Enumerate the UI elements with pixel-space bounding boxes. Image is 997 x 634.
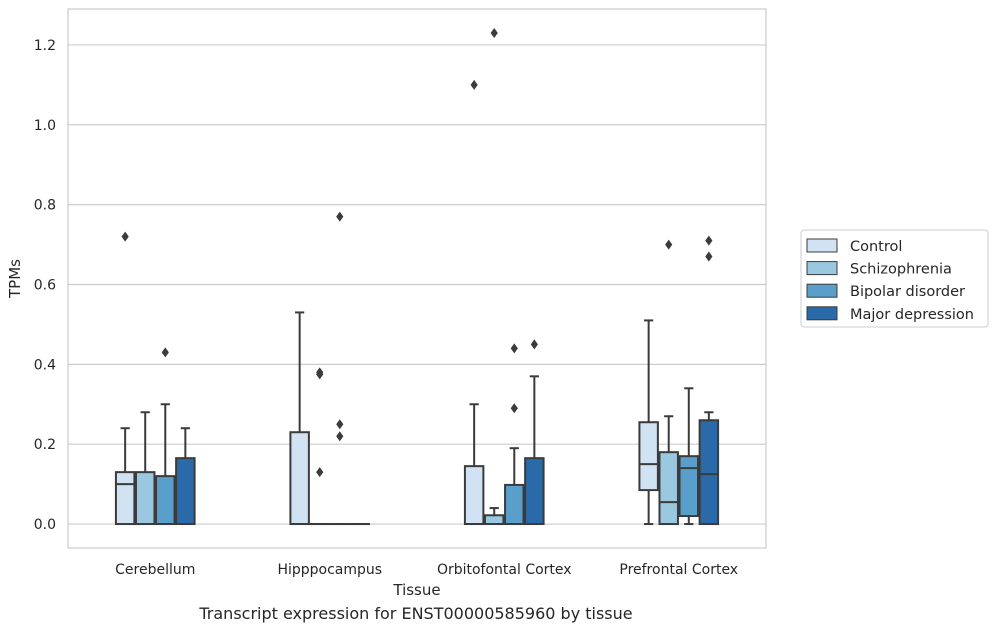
box-body [504, 483, 525, 526]
plot-frame [67, 8, 767, 549]
outlier-point [336, 431, 344, 442]
legend-swatch [806, 306, 838, 321]
box-body [698, 419, 720, 526]
gridlines [68, 44, 766, 525]
legend-swatch [806, 261, 838, 276]
outlier-point [336, 419, 344, 430]
box-body [463, 465, 485, 526]
y-tick-label: 1.0 [34, 118, 56, 134]
outlier-point [530, 339, 538, 350]
box-body [289, 431, 310, 526]
box-major-depression [175, 427, 196, 526]
box-control [114, 231, 136, 526]
box-body [155, 475, 176, 526]
outlier-point [665, 239, 673, 250]
box-control [638, 319, 659, 526]
outlier-point [316, 369, 324, 380]
outlier-point [510, 403, 518, 414]
x-tick-labels: Cerebellum Hipppocampus Orbitofontal Corte… [115, 562, 738, 578]
x-tick-label: Hipppocampus [277, 562, 382, 578]
legend-label: Control [850, 239, 902, 255]
outlier-point [336, 211, 344, 222]
box-schizophrenia [309, 367, 330, 526]
box-body [658, 451, 679, 526]
box-body [638, 421, 659, 492]
box-major-depression [524, 339, 545, 526]
outlier-point [705, 251, 713, 262]
box-major-depression [698, 235, 720, 526]
x-tick-label: Prefrontal Cortex [619, 562, 738, 578]
figure-caption: Transcript expression for ENST0000058596… [199, 604, 633, 623]
outlier-point [316, 467, 324, 478]
box-schizophrenia [658, 239, 679, 526]
outlier-point [470, 79, 478, 90]
box-bipolar-disorder [678, 387, 700, 526]
box-bipolar-disorder [329, 211, 351, 526]
x-axis-label: Tissue [392, 581, 440, 599]
legend-swatch [806, 283, 838, 298]
legend-frame [800, 229, 989, 328]
y-tick-label: 0.8 [34, 198, 56, 214]
y-tick-label: 0.4 [34, 357, 56, 373]
box-body [175, 457, 196, 526]
box-schizophrenia [134, 411, 156, 526]
legend-label: Bipolar disorder [850, 284, 965, 300]
y-tick-label: 0.0 [34, 517, 56, 533]
outlier-point [490, 27, 498, 38]
y-tick-label: 0.2 [34, 437, 56, 453]
box-body [134, 471, 156, 526]
box-groups [114, 27, 720, 526]
legend: Control Schizophrenia Bipolar disorder Majo… [800, 229, 989, 328]
y-tick-labels: 0.0 0.2 0.4 0.6 0.8 1.0 1.2 [34, 38, 56, 533]
outlier-point [705, 235, 713, 246]
box-body [483, 514, 505, 526]
legend-label: Schizophrenia [850, 262, 952, 278]
y-tick-label: 0.6 [34, 277, 56, 293]
legend-label: Major depression [850, 307, 974, 323]
box-control [463, 79, 485, 526]
x-tick-label: Orbitofontal Cortex [437, 562, 572, 578]
outlier-point [510, 343, 518, 354]
box-body [678, 455, 700, 518]
y-axis-label: TPMs [6, 259, 24, 299]
box-schizophrenia [483, 27, 505, 526]
outlier-point [161, 347, 169, 358]
box-bipolar-disorder [155, 347, 176, 526]
legend-swatch [806, 238, 838, 253]
box-control [289, 311, 310, 526]
outlier-point [121, 231, 129, 242]
box-body [114, 471, 136, 526]
box-body [524, 457, 545, 526]
y-tick-label: 1.2 [34, 38, 56, 54]
box-bipolar-disorder [504, 343, 525, 526]
x-tick-label: Cerebellum [115, 562, 195, 578]
